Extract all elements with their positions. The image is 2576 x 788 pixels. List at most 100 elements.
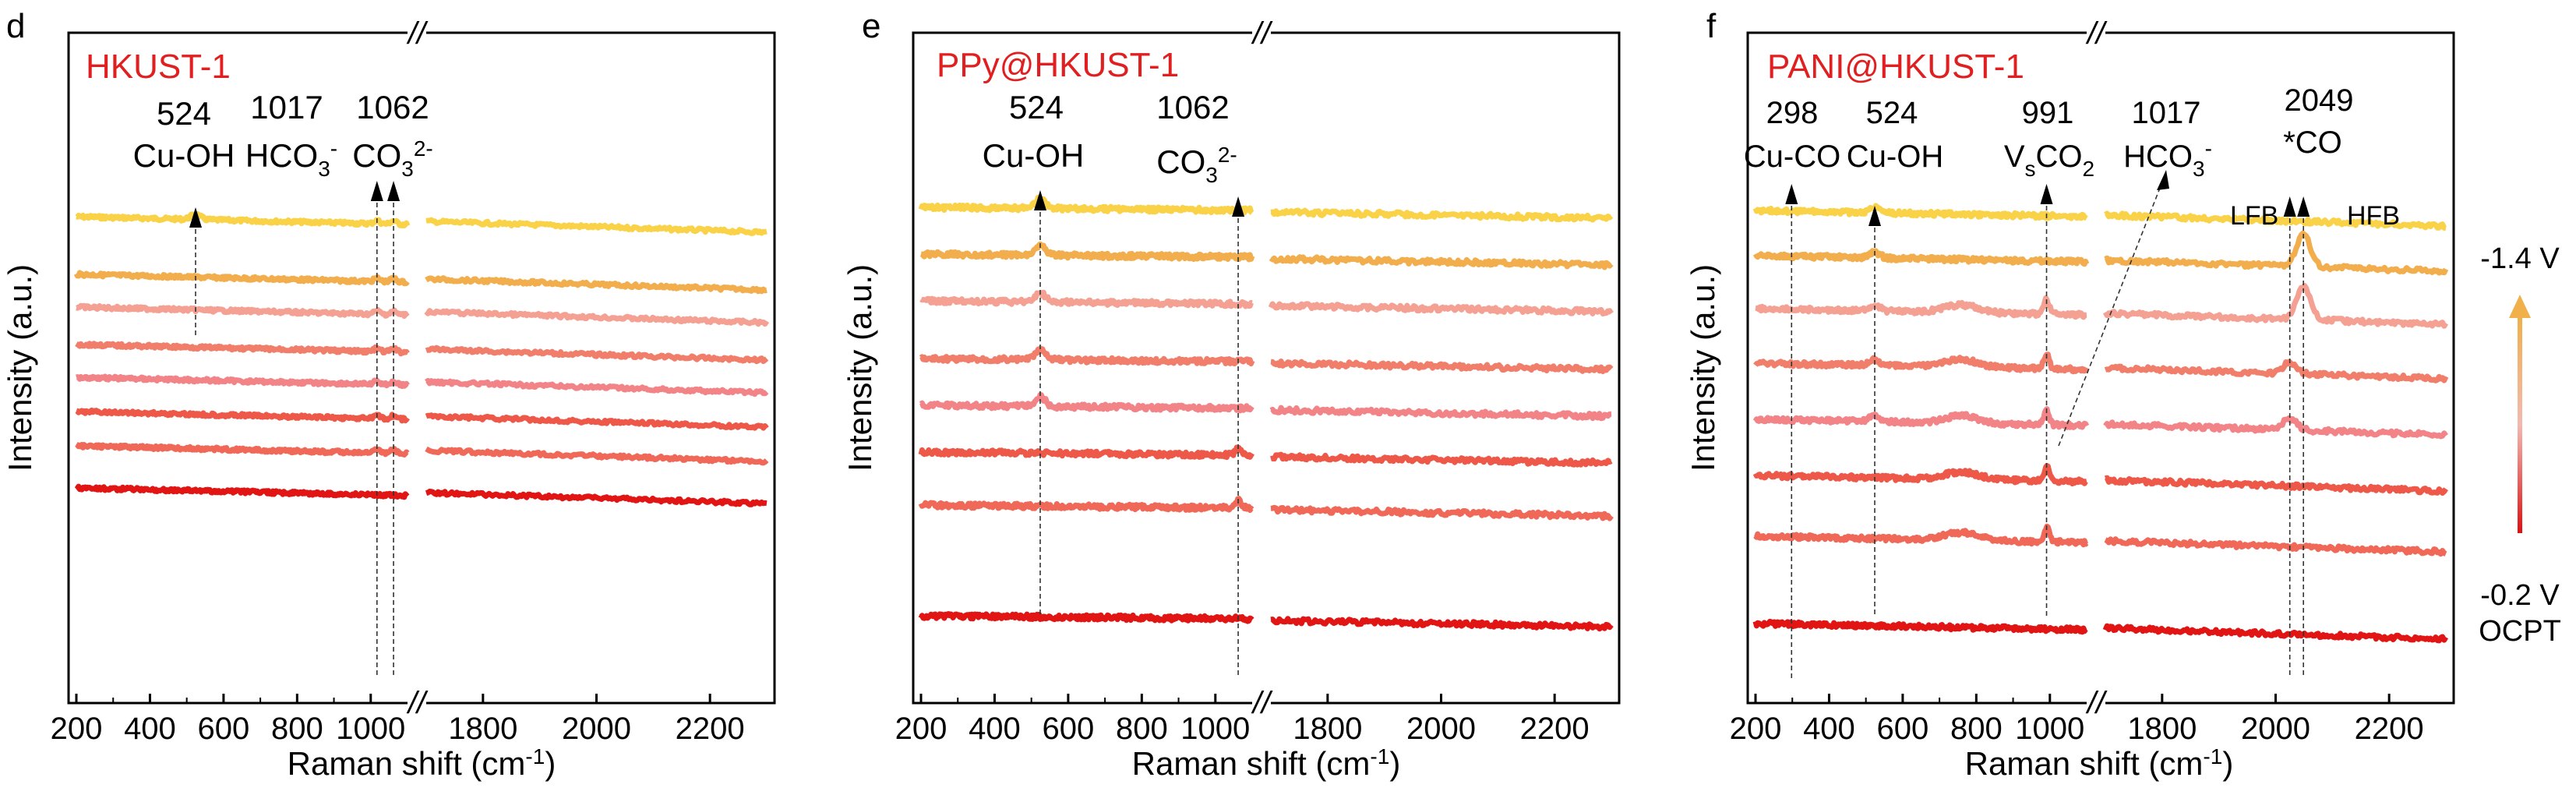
spectrum-line-5-left <box>74 373 410 389</box>
panel-e-annotations: 524 Cu-OH 1062 CO32- <box>983 89 1237 187</box>
spectrum-line-1-left <box>918 194 1254 216</box>
y-axis-label: Intensity (a.u.) <box>2 264 38 472</box>
spectrum-line-2-left <box>1752 248 2090 267</box>
band-label-hfb: HFB <box>2347 201 2400 231</box>
x-tick-label-1800: 1800 <box>2127 712 2197 746</box>
peak-arrow-2049 <box>2297 196 2310 217</box>
spectrum-line-3-right <box>424 308 770 327</box>
svg-text://: // <box>2085 686 2108 720</box>
spectrum-line-1-right <box>1269 207 1614 223</box>
spectrum-line-1-right <box>425 217 768 236</box>
y-axis-label: Intensity (a.u.) <box>842 264 878 472</box>
peak-label-298: 298 <box>1766 96 1819 130</box>
species-label-co3: CO32- <box>1156 143 1237 187</box>
y-axis-label: Intensity (a.u.) <box>1685 264 1721 472</box>
svg-text://: // <box>406 686 429 720</box>
panel-d-frame <box>67 31 776 705</box>
spectrum-line-3-right <box>1268 301 1614 316</box>
peak-arrow-524 <box>1868 206 1881 226</box>
peak-label-1017: 1017 <box>250 89 323 125</box>
spectrum-line-7-right <box>2104 536 2447 557</box>
panel-f-title: PANI@HKUST-1 <box>1767 48 2024 86</box>
x-tick-label-400: 400 <box>1803 712 1855 746</box>
peak-arrow-524 <box>1034 190 1046 210</box>
panel-e-spectra <box>918 190 1614 677</box>
peak-guide-line-1017 <box>2058 175 2165 447</box>
panel-d-axis-break: // // <box>406 16 429 720</box>
x-tick-label-200: 200 <box>1730 712 1782 746</box>
species-label-cu-co: Cu-CO <box>1744 140 1840 174</box>
voltage-gradient-bar <box>2518 316 2522 533</box>
peak-label-524: 524 <box>1866 96 1918 130</box>
peak-arrow-298 <box>1785 184 1798 204</box>
x-tick-label-600: 600 <box>1043 712 1095 746</box>
x-tick-label-2000: 2000 <box>1406 712 1476 746</box>
panel-f-x-ticks: 200 400 600 800 1000 1800 2000 2200 <box>1730 694 2424 746</box>
x-tick-label-1800: 1800 <box>448 712 517 746</box>
spectrum-line-5-right <box>1269 405 1613 422</box>
svg-text:Raman shift (cm-1): Raman shift (cm-1) <box>1965 744 2234 782</box>
peak-arrow-1062 <box>1232 196 1245 217</box>
voltage-label-top: -1.4 V <box>2480 242 2560 275</box>
x-axis-title: Raman shift (cm-1) <box>288 744 556 782</box>
panel-d-x-ticks: 200 400 600 800 1000 1800 2000 2200 <box>51 694 745 746</box>
species-label-cu-oh: Cu-OH <box>1847 140 1943 174</box>
spectrum-line-5-left <box>1752 406 2090 430</box>
spectrum-line-7-left <box>74 441 410 458</box>
spectrum-line-7-left <box>918 496 1254 513</box>
species-label-vsco2: VsCO2 <box>2004 140 2094 181</box>
panel-e-axis-break: // // <box>1251 16 1273 720</box>
spectrum-line-4-right <box>1269 359 1614 374</box>
spectrum-line-3-right <box>2102 282 2449 329</box>
spectrum-line-2-left <box>919 241 1255 263</box>
x-tick-label-200: 200 <box>51 712 103 746</box>
spectrum-line-8-right <box>1269 616 1614 632</box>
x-tick-label-2200: 2200 <box>2355 712 2424 746</box>
species-label-hco3: HCO3- <box>2123 136 2212 181</box>
x-tick-label-800: 800 <box>1950 712 2003 746</box>
spectrum-line-5-left <box>919 392 1254 414</box>
peak-label-1062: 1062 <box>1156 89 1229 125</box>
spectrum-line-7-left <box>1753 523 2089 548</box>
spectrum-line-6-left <box>918 444 1254 461</box>
panel-f: f PANI@HKUST-1 Intensity (a.u.) Raman sh… <box>1685 7 2455 782</box>
species-label-hco3: HCO3- <box>245 136 337 181</box>
peak-arrow-1017 <box>370 181 383 201</box>
x-tick-label-1000: 1000 <box>336 712 405 746</box>
x-tick-label-1800: 1800 <box>1293 712 1362 746</box>
spectrum-line-8-left <box>1752 618 2089 635</box>
x-tick-label-600: 600 <box>1877 712 1929 746</box>
svg-text://: // <box>2085 16 2108 51</box>
spectrum-line-6-left <box>74 407 410 424</box>
spectrum-line-4-left <box>74 341 410 357</box>
voltage-label-bottom: -0.2 V <box>2480 579 2560 612</box>
spectrum-line-3-left <box>919 289 1254 309</box>
species-label-cu-oh: Cu-OH <box>133 137 235 174</box>
x-tick-label-1000: 1000 <box>2015 712 2084 746</box>
species-label-co3: CO32- <box>352 136 432 181</box>
panel-f-spectra <box>1752 170 2449 680</box>
peak-label-1017: 1017 <box>2132 96 2201 130</box>
ocp-label: OCPT <box>2479 615 2561 648</box>
panel-d-annotations: 524 Cu-OH 1017 HCO3- 1062 CO32- <box>133 89 433 181</box>
panel-e-letter: e <box>862 7 880 45</box>
panel-e: e PPy@HKUST-1 Intensity (a.u.) Raman shi… <box>842 7 1621 782</box>
spectrum-line-1-right <box>2104 210 2447 231</box>
spectrum-line-6-left <box>1752 463 2089 487</box>
species-label-cu-oh: Cu-OH <box>983 137 1085 174</box>
spectrum-line-8-right <box>425 489 768 507</box>
spectrum-line-2-right <box>2104 230 2449 276</box>
x-tick-label-2200: 2200 <box>676 712 745 746</box>
x-tick-label-200: 200 <box>895 712 947 746</box>
spectrum-line-5-right <box>2103 415 2448 440</box>
peak-arrow-524 <box>189 207 202 228</box>
spectrum-line-3-left <box>74 302 410 320</box>
peak-label-991: 991 <box>2022 96 2074 130</box>
x-tick-label-800: 800 <box>271 712 323 746</box>
x-tick-label-1000: 1000 <box>1180 712 1250 746</box>
panel-f-letter: f <box>1706 7 1717 45</box>
spectrum-line-8-left <box>918 611 1254 624</box>
x-axis-title: Raman shift (cm-1) <box>1132 744 1401 782</box>
x-tick-label-2200: 2200 <box>1520 712 1590 746</box>
panel-f-axis-break: // // <box>2085 16 2108 720</box>
